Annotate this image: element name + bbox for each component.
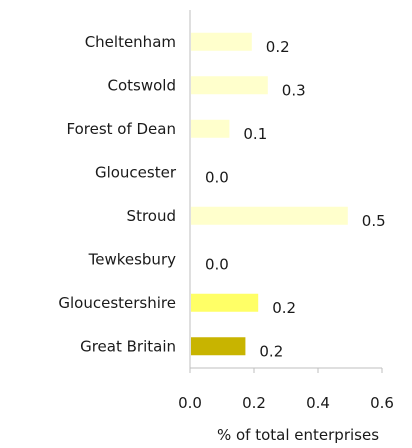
data-label: 0.0 — [205, 255, 229, 273]
category-labels: Cheltenham Cotswold Forest of Dean Gloucest… — [58, 33, 176, 356]
bar-cotswold — [191, 76, 268, 95]
data-label: 0.2 — [266, 38, 290, 56]
data-label: 0.1 — [243, 125, 267, 143]
data-label: 0.2 — [259, 342, 283, 360]
category-label: Cheltenham — [85, 33, 176, 51]
x-tick-label: 0.2 — [242, 394, 266, 412]
data-label: 0.3 — [282, 81, 306, 99]
bars-group — [191, 32, 348, 356]
data-label: 0.0 — [205, 168, 229, 186]
x-tick-label: 0.0 — [178, 394, 202, 412]
bar-gloucestershire — [191, 293, 259, 312]
bar-great-britain — [191, 337, 246, 356]
x-tick-label: 0.4 — [306, 394, 330, 412]
category-label: Gloucester — [95, 163, 177, 181]
data-label: 0.2 — [272, 299, 296, 317]
bar-cheltenham — [191, 32, 252, 51]
x-axis-title: % of total enterprises — [217, 426, 379, 444]
category-label: Gloucestershire — [58, 294, 176, 312]
category-label: Forest of Dean — [66, 120, 176, 138]
category-label: Tewkesbury — [88, 250, 177, 268]
bar-forest-of-dean — [191, 119, 230, 138]
category-label: Stroud — [127, 207, 176, 225]
data-label: 0.5 — [362, 212, 386, 230]
data-labels: 0.2 0.3 0.1 0.0 0.5 0.0 0.2 0.2 — [205, 38, 386, 361]
x-axis-ticks: 0.0 0.2 0.4 0.6 — [178, 368, 394, 412]
category-label: Great Britain — [80, 337, 176, 355]
category-label: Cotswold — [108, 76, 176, 94]
x-tick-label: 0.6 — [370, 394, 394, 412]
bar-stroud — [191, 206, 348, 225]
